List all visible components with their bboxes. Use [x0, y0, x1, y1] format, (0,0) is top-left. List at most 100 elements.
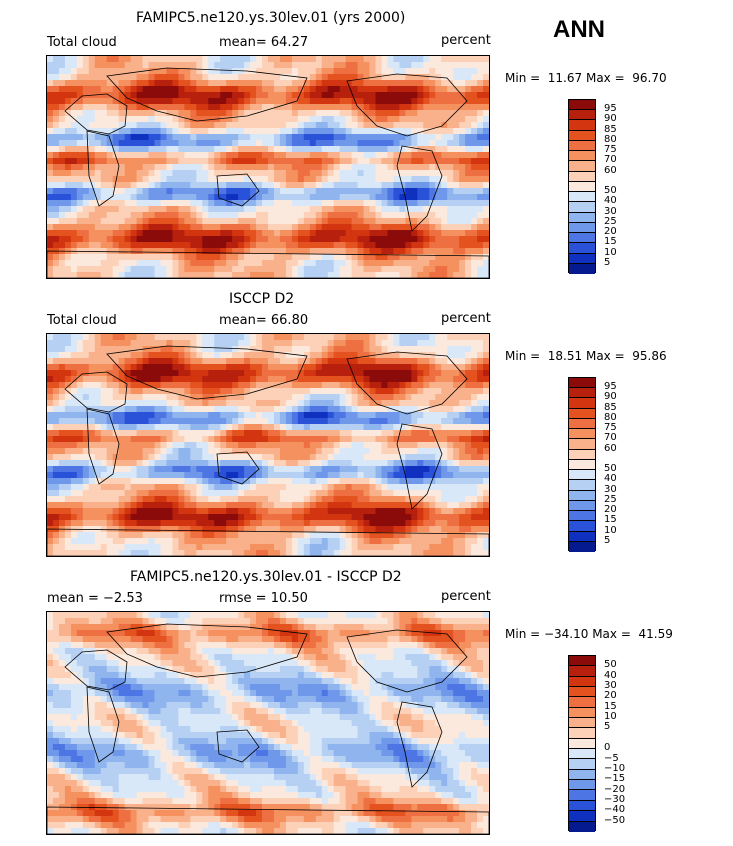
heatmap-cell	[106, 92, 114, 99]
heatmap-cell	[279, 170, 287, 177]
heatmap-cell	[136, 496, 143, 503]
heatmap-cell	[220, 260, 227, 267]
heatmap-cell	[88, 242, 96, 249]
heatmap-cell	[285, 448, 293, 455]
heatmap-cell	[465, 134, 472, 141]
heatmap-cell	[327, 146, 335, 153]
heatmap-cell	[471, 170, 478, 177]
heatmap-cell	[142, 266, 149, 273]
heatmap-cell	[244, 116, 251, 123]
heatmap-cell	[262, 146, 269, 153]
heatmap-cell	[273, 182, 281, 189]
heatmap-cell	[256, 236, 263, 243]
heatmap-cell	[333, 98, 341, 105]
mean-label: mean= 64.27	[219, 35, 309, 50]
heatmap-cell	[238, 370, 245, 377]
heatmap-cell	[100, 80, 108, 87]
heatmap-cell	[106, 478, 114, 485]
heatmap-cell	[399, 98, 406, 105]
heatmap-cell	[47, 98, 54, 105]
heatmap-cell	[136, 370, 143, 377]
heatmap-cell	[268, 346, 275, 353]
heatmap-cell	[393, 272, 400, 278]
heatmap-cell	[429, 140, 436, 147]
heatmap-cell	[202, 382, 209, 389]
heatmap-cell	[339, 460, 347, 467]
heatmap-cell	[118, 400, 126, 407]
heatmap-cell	[76, 110, 84, 117]
heatmap-cell	[465, 92, 472, 99]
heatmap-cell	[447, 80, 454, 87]
heatmap-cell	[291, 254, 299, 261]
heatmap-cell	[345, 442, 353, 449]
heatmap-cell	[477, 472, 484, 479]
heatmap-cell	[459, 490, 466, 497]
heatmap-cell	[351, 128, 358, 135]
heatmap-cell	[196, 128, 203, 135]
heatmap-cell	[64, 406, 72, 413]
heatmap-cell	[166, 460, 173, 467]
heatmap-cell	[321, 164, 329, 171]
heatmap-cell	[202, 158, 209, 165]
heatmap-cell	[172, 496, 179, 503]
heatmap-cell	[148, 212, 155, 219]
heatmap-cell	[130, 370, 137, 377]
heatmap-cell	[118, 182, 126, 189]
heatmap-cell	[477, 490, 484, 497]
heatmap-cell	[327, 92, 335, 99]
heatmap-cell	[124, 224, 132, 231]
heatmap-cell	[100, 74, 108, 81]
heatmap-cell	[190, 152, 197, 159]
heatmap-cell	[315, 430, 323, 437]
heatmap-cell	[166, 92, 173, 99]
heatmap-cell	[88, 134, 96, 141]
heatmap-cell	[453, 394, 460, 401]
heatmap-cell	[447, 406, 454, 413]
heatmap-cell	[303, 146, 311, 153]
heatmap-cell	[88, 484, 96, 491]
heatmap-cell	[220, 110, 227, 117]
heatmap-cell	[154, 352, 161, 359]
heatmap-cell	[483, 478, 489, 485]
heatmap-cell	[483, 436, 489, 443]
heatmap-cell	[279, 478, 287, 485]
heatmap-cell	[250, 260, 257, 267]
heatmap-cell	[303, 152, 311, 159]
heatmap-cell	[220, 146, 227, 153]
heatmap-cell	[381, 194, 388, 201]
heatmap-cell	[268, 176, 275, 183]
heatmap-cell	[387, 508, 394, 515]
heatmap-cell	[309, 260, 317, 267]
heatmap-cell	[118, 340, 126, 347]
heatmap-cell	[345, 424, 353, 431]
heatmap-cell	[118, 146, 126, 153]
heatmap-cell	[327, 260, 335, 267]
heatmap-cell	[130, 460, 137, 467]
heatmap-cell	[232, 490, 239, 497]
heatmap-cell	[58, 128, 66, 135]
heatmap-cell	[315, 122, 323, 129]
heatmap-cell	[399, 110, 406, 117]
heatmap-cell	[339, 140, 347, 147]
heatmap-cell	[285, 170, 293, 177]
heatmap-cell	[381, 164, 388, 171]
heatmap-cell	[459, 206, 466, 213]
heatmap-cell	[256, 128, 263, 135]
heatmap-cell	[142, 400, 149, 407]
heatmap-cell	[303, 376, 311, 383]
heatmap-cell	[232, 254, 239, 261]
heatmap-cell	[447, 134, 454, 141]
heatmap-cell	[244, 236, 251, 243]
heatmap-cell	[220, 460, 227, 467]
heatmap-cell	[190, 388, 197, 395]
heatmap-cell	[208, 86, 215, 93]
heatmap-cell	[76, 382, 84, 389]
heatmap-cell	[178, 490, 185, 497]
heatmap-cell	[483, 242, 489, 249]
heatmap-cell	[136, 352, 143, 359]
heatmap-cell	[273, 376, 281, 383]
heatmap-cell	[118, 334, 126, 341]
heatmap-cell	[130, 176, 137, 183]
heatmap-cell	[184, 478, 191, 485]
heatmap-cell	[441, 436, 448, 443]
